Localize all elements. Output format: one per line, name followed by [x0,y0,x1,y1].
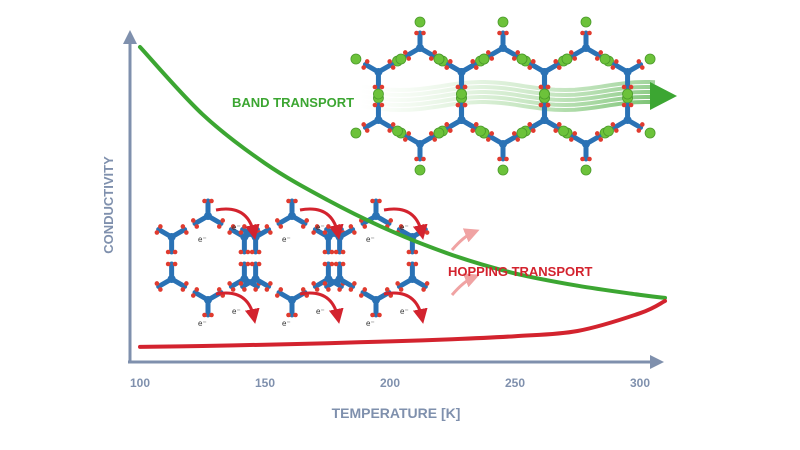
hopping-transport-curve [138,299,667,349]
x-tick-label: 150 [255,376,275,390]
electron-label: e⁻ [232,223,241,232]
hopping-arrows: e⁻ e⁻ e⁻ e⁻ e⁻ e⁻ e⁻ e⁻ e⁻ e⁻ e⁻ e⁻ [198,207,480,328]
electron-label: e⁻ [400,223,409,232]
electron-label: e⁻ [316,307,325,316]
band-transport-arrowhead [650,82,677,110]
x-tick-label: 300 [630,376,650,390]
y-axis-arrowhead [123,30,137,44]
x-axis-arrowhead [650,355,664,369]
y-axis-label: CONDUCTIVITY [101,156,116,254]
x-tick-label: 100 [130,376,150,390]
band-transport-label: BAND TRANSPORT [232,95,354,110]
band-lattice [350,16,656,176]
x-tick-label: 200 [380,376,400,390]
electron-label: e⁻ [198,319,207,328]
x-tick-label: 250 [505,376,525,390]
electron-label: e⁻ [232,307,241,316]
electron-label: e⁻ [366,235,375,244]
electron-label: e⁻ [316,223,325,232]
electron-label: e⁻ [400,307,409,316]
electron-label: e⁻ [282,235,291,244]
electron-label: e⁻ [366,319,375,328]
electron-label: e⁻ [282,319,291,328]
electron-label: e⁻ [198,235,207,244]
hopping-lattice [154,198,430,318]
band-transport-curve [138,45,667,300]
x-axis-label: TEMPERATURE [K] [332,405,461,421]
band-transport-wave [359,80,656,113]
hopping-transport-label: HOPPING TRANSPORT [448,264,593,279]
x-tick-labels: 100 150 200 250 300 [130,376,650,390]
